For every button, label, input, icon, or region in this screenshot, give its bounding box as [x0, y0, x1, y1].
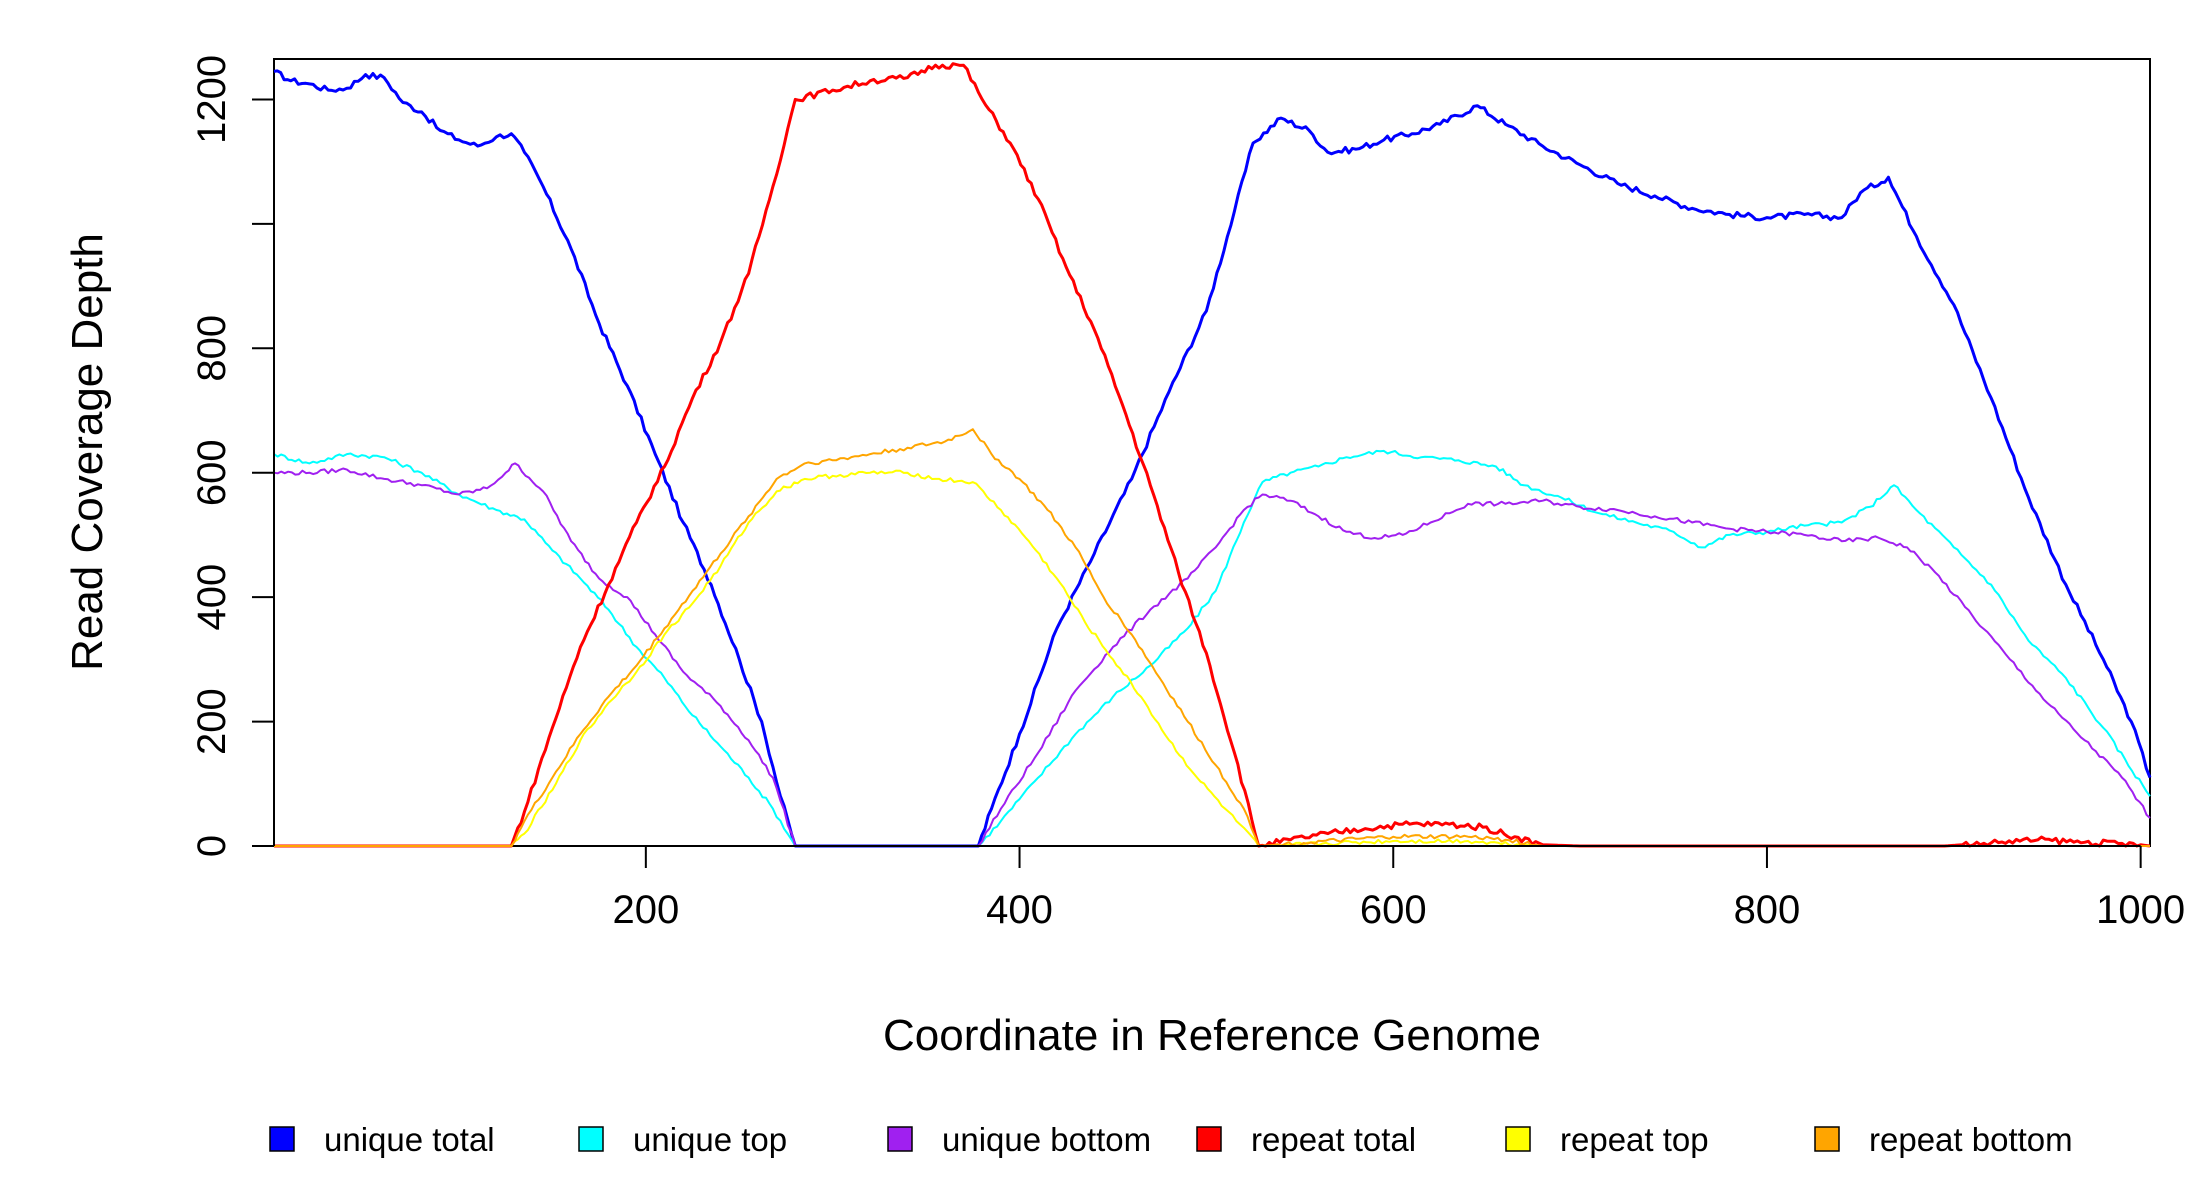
x-tick-label: 1000 — [2096, 888, 2185, 932]
x-axis-title: Coordinate in Reference Genome — [883, 1011, 1541, 1060]
series-line-repeat-total — [274, 62, 2151, 848]
series-line-unique-bottom — [273, 462, 2151, 847]
legend-swatch — [1196, 1126, 1222, 1152]
legend-label: unique bottom — [942, 1121, 1151, 1158]
x-axis: 200 400 600 800 1000 — [612, 845, 2185, 932]
legend-swatch — [887, 1126, 913, 1152]
legend-swatch — [269, 1126, 295, 1152]
y-tick-label: 400 — [190, 564, 234, 631]
x-tick-label: 200 — [612, 888, 679, 932]
legend: unique total unique top unique bottom repea… — [269, 1121, 2073, 1158]
y-tick-label: 0 — [190, 835, 234, 857]
series-line-unique-top — [273, 449, 2151, 847]
legend-swatch — [1505, 1126, 1531, 1152]
plot-frame — [273, 58, 2151, 847]
y-tick-label: 800 — [190, 315, 234, 382]
series-layer — [273, 62, 2152, 848]
x-tick-label: 800 — [1734, 888, 1801, 932]
x-tick-label: 400 — [986, 888, 1053, 932]
legend-label: repeat top — [1560, 1121, 1709, 1158]
series-line-repeat-top — [274, 469, 2150, 847]
series-line-unique-total — [273, 69, 2152, 848]
y-axis: 0 200 400 600 800 1200 — [190, 55, 275, 857]
y-tick-label: 200 — [190, 688, 234, 755]
legend-label: repeat bottom — [1869, 1121, 2073, 1158]
legend-swatch — [578, 1126, 604, 1152]
y-tick-label: 600 — [190, 439, 234, 506]
legend-swatch — [1814, 1126, 1840, 1152]
y-tick-label: 1200 — [190, 55, 234, 144]
x-tick-label: 600 — [1360, 888, 1427, 932]
y-axis-title: Read Coverage Depth — [63, 233, 112, 671]
legend-label: unique total — [324, 1121, 495, 1158]
legend-label: repeat total — [1251, 1121, 1416, 1158]
legend-label: unique top — [633, 1121, 787, 1158]
